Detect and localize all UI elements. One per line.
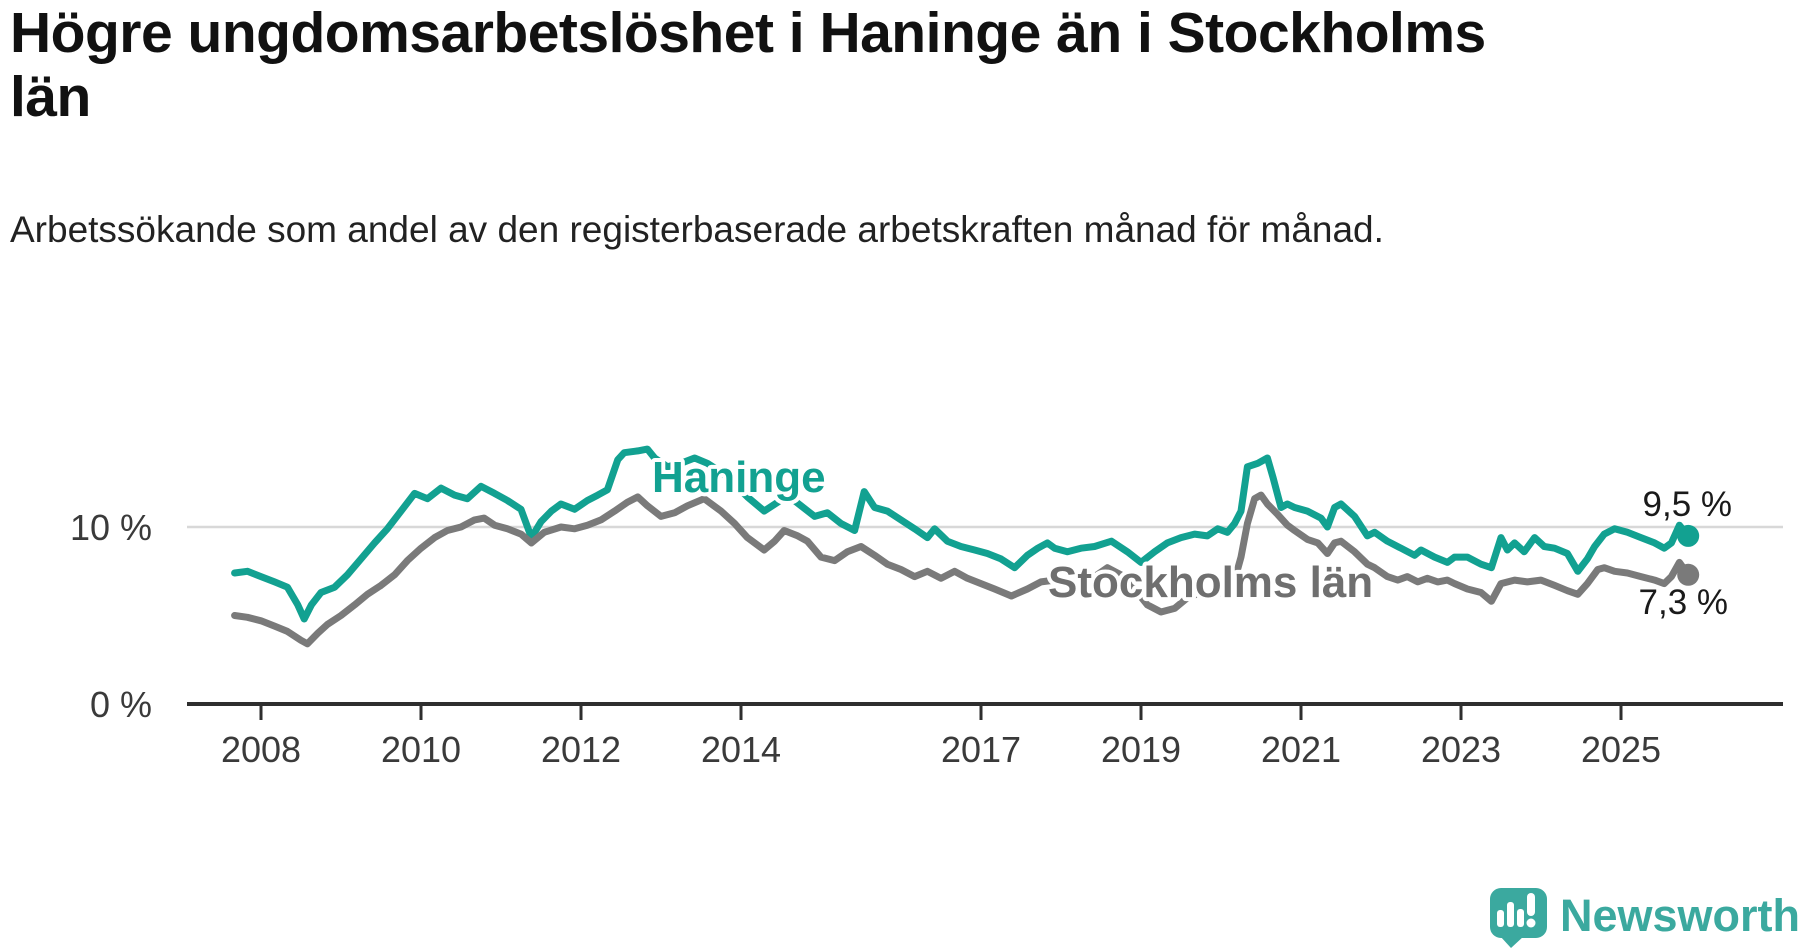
y-tick-label-0: 0 % [90,684,152,725]
x-tick-label: 2010 [381,729,461,770]
series-line-stockholms-lan [231,491,1692,648]
logo-wordmark: Newsworthy [1560,890,1800,941]
series-label-stockholms-lan: Stockholms län [1048,558,1373,607]
x-tick-label: 2014 [701,729,781,770]
end-value-label-stockholms-lan: 7,3 % [1639,583,1729,622]
chart-subtitle: Arbetssökande som andel av den registerb… [10,209,1384,250]
series-line-haninge [231,445,1692,623]
x-tick-label: 2021 [1261,729,1341,770]
logo-bubble-tail [1500,936,1524,948]
latest-value-dot-stockholms-lan [1677,563,1700,586]
y-tick-label-10: 10 % [70,507,152,548]
page-title: Högre ungdomsarbetslöshet i Haninge än i… [10,1,1486,129]
series-lines [231,445,1700,648]
end-value-label-haninge: 9,5 % [1643,485,1733,524]
x-axis-ticks: 2008 2010 2012 2014 2017 2019 2021 2023 2025 [221,704,1661,770]
x-tick-label: 2008 [221,729,301,770]
series-label-haninge: Haninge [652,453,826,502]
x-tick-label: 2025 [1581,729,1661,770]
newsworthy-logo: Newsworthy [1490,888,1800,948]
logo-bar-chart-icon [1497,893,1536,928]
x-tick-label: 2023 [1421,729,1501,770]
x-tick-label: 2017 [941,729,1021,770]
latest-value-dot-haninge [1677,524,1700,547]
x-tick-label: 2019 [1101,729,1181,770]
x-tick-label: 2012 [541,729,621,770]
